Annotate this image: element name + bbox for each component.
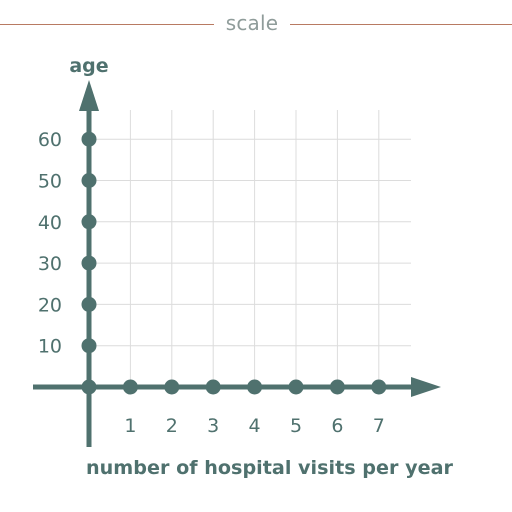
x-axis-title: number of hospital visits per year — [86, 457, 454, 479]
y-tick-dot-40 — [81, 214, 97, 230]
header-rule-left — [0, 24, 214, 25]
y-tick-label-40: 40 — [38, 212, 62, 234]
x-tick-label-7: 7 — [373, 415, 385, 437]
y-tick-dot-50 — [81, 173, 97, 188]
y-tick-dot-10 — [81, 338, 97, 354]
origin-dot — [81, 379, 97, 395]
x-tick-label-2: 2 — [166, 415, 178, 437]
x-tick-label-1: 1 — [124, 415, 136, 437]
x-tick-dot-6 — [329, 379, 345, 395]
scale-dots — [81, 131, 387, 395]
x-tick-dot-7 — [371, 379, 387, 395]
x-tick-dot-4 — [247, 379, 263, 395]
scale-label: scale — [225, 11, 279, 35]
grid — [89, 110, 411, 387]
y-axis-arrow-icon — [79, 80, 99, 111]
y-tick-label-10: 10 — [38, 336, 62, 358]
header-rule-right — [290, 24, 512, 25]
y-tick-label-50: 50 — [38, 171, 62, 193]
y-tick-label-20: 20 — [38, 294, 62, 316]
y-axis-title: age — [69, 55, 108, 77]
y-tick-dot-20 — [81, 296, 97, 312]
y-tick-dot-30 — [81, 255, 97, 271]
x-tick-label-3: 3 — [207, 415, 219, 437]
x-tick-label-6: 6 — [331, 415, 343, 437]
y-tick-dot-60 — [81, 131, 97, 147]
y-tick-label-60: 60 — [38, 129, 62, 151]
x-tick-dot-2 — [164, 379, 180, 395]
x-tick-dot-3 — [205, 379, 221, 395]
tick-labels: 1 2 3 4 5 6 7 10 20 30 40 50 60 — [38, 129, 385, 437]
x-tick-dot-1 — [122, 379, 138, 395]
x-axis-arrow-icon — [411, 377, 441, 397]
x-tick-dot-5 — [288, 379, 304, 395]
x-tick-label-4: 4 — [249, 415, 261, 437]
scale-header: scale — [0, 0, 512, 48]
x-tick-label-5: 5 — [290, 415, 302, 437]
y-tick-label-30: 30 — [38, 253, 62, 275]
